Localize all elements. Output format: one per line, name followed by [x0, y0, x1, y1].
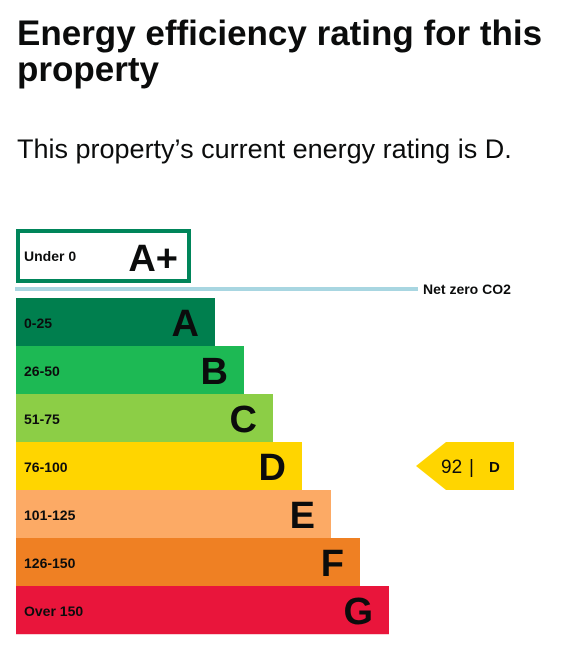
rating-band-range: 0-25 [24, 315, 52, 331]
current-rating-letter: D [489, 459, 500, 476]
rating-band-bar [16, 586, 389, 635]
rating-band-letter: D [259, 447, 286, 489]
rating-band-d: 76-100 D [16, 442, 302, 491]
rating-band-bar [16, 394, 273, 443]
rating-band-letter: A [172, 303, 199, 345]
a-plus-band: Under 0 A+ [16, 229, 191, 283]
rating-band-e: 101-125 E [16, 490, 331, 539]
current-rating-summary: This property’s current energy rating is… [17, 134, 512, 164]
rating-band-bar [16, 442, 302, 491]
rating-band-c: 51-75 C [16, 394, 273, 443]
rating-band-bar [16, 346, 244, 395]
rating-band-range: Over 150 [24, 603, 83, 619]
rating-band-bar [16, 538, 360, 587]
rating-band-letter: C [230, 399, 257, 441]
a-plus-band-box [16, 229, 191, 283]
rating-band-a: 0-25 A [16, 298, 215, 347]
rating-band-range: 101-125 [24, 507, 76, 523]
rating-band-range: 51-75 [24, 411, 60, 427]
rating-band-bar [16, 490, 331, 539]
current-rating-score: 92 [441, 457, 462, 478]
rating-band-letter: G [343, 591, 373, 633]
rating-band-f: 126-150 F [16, 538, 360, 587]
rating-band-letter: E [290, 495, 315, 537]
rating-bands: 0-25 A 26-50 B 51-75 C 76-100 D 101-125 E 126-150 F… [16, 298, 389, 635]
rating-band-bar [16, 298, 215, 347]
current-rating-separator: | [469, 457, 474, 478]
net-zero-label: Net zero CO2 [423, 281, 511, 297]
current-rating-marker: 92 | D [416, 442, 514, 490]
a-plus-letter: A+ [128, 238, 178, 280]
page-title: Energy efficiency rating for this proper… [17, 14, 543, 89]
a-plus-range-label: Under 0 [24, 248, 76, 264]
rating-band-range: 26-50 [24, 363, 60, 379]
rating-band-letter: F [321, 543, 344, 585]
current-rating-arrow [416, 442, 514, 490]
rating-band-range: 76-100 [24, 459, 68, 475]
rating-band-g: Over 150 G [16, 586, 389, 635]
net-zero-marker: Net zero CO2 [15, 281, 511, 297]
rating-band-letter: B [201, 351, 228, 393]
rating-band-b: 26-50 B [16, 346, 244, 395]
rating-band-range: 126-150 [24, 555, 76, 571]
